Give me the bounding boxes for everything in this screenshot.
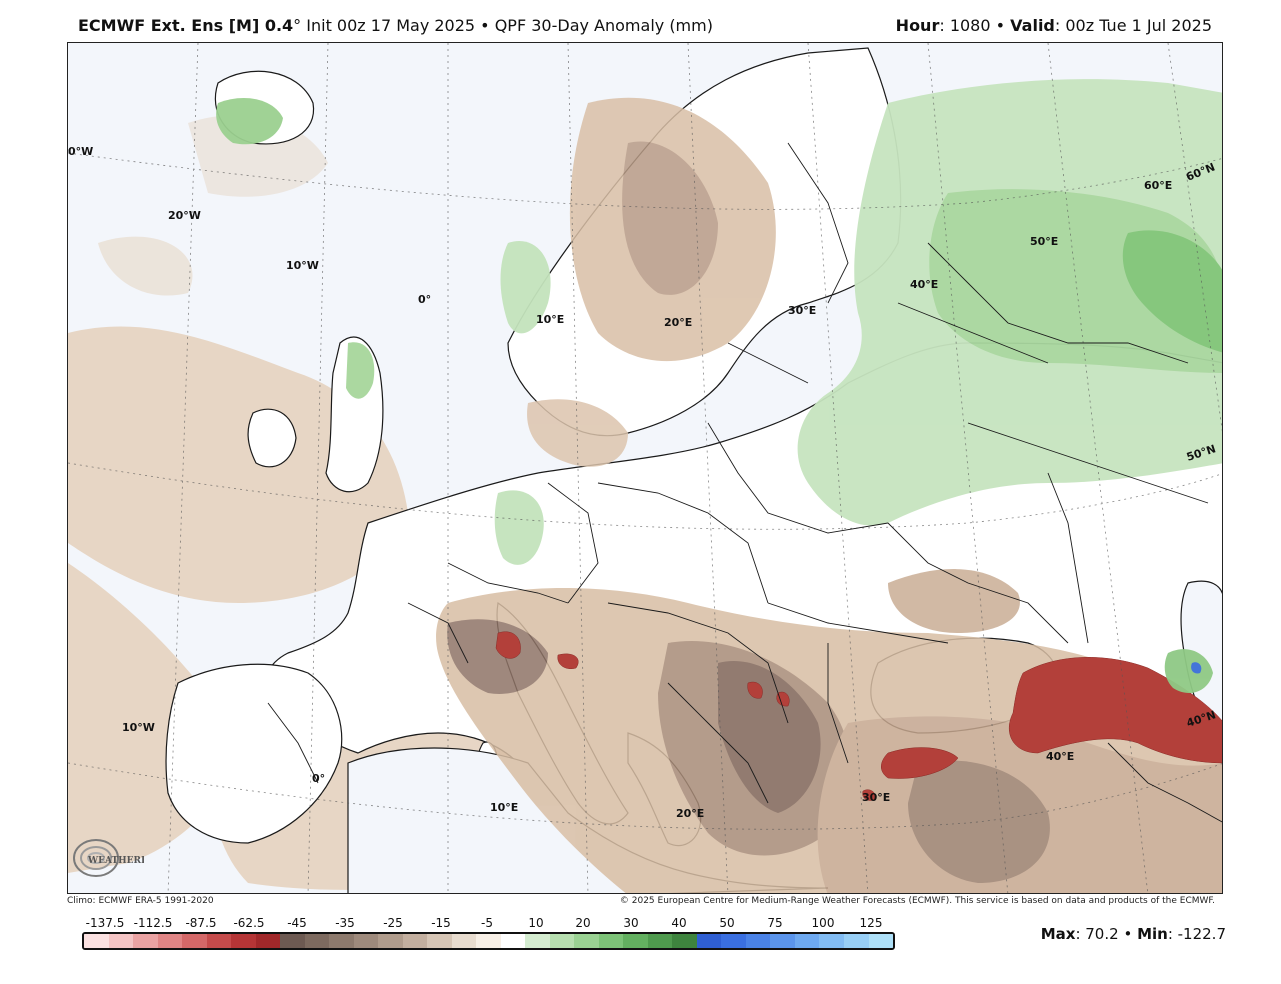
lon-label: 40°E [1046,750,1074,763]
colorbar-swatch [206,934,232,948]
colorbar [82,932,895,950]
colorbar-label: -87.5 [185,916,217,930]
colorbar-swatch [157,934,183,948]
colorbar-swatch [476,934,501,948]
colorbar-swatch [280,934,305,948]
colorbar-swatch [427,934,452,948]
colorbar-label: -45 [287,916,307,930]
colorbar-label: 40 [671,916,687,930]
colorbar-swatch [329,934,354,948]
max-min-stats: Max: 70.2 • Min: -122.7 [1041,925,1226,943]
lon-label: 10°E [490,801,518,814]
colorbar-swatch [574,934,599,948]
colorbar-swatch [378,934,403,948]
colorbar-label: 125 [859,916,883,930]
valid-value: : 00z Tue 1 Jul 2025 [1054,16,1212,35]
colorbar-swatch [868,934,893,948]
colorbar-swatch [353,934,379,948]
colorbar-labels: -137.5 -112.5 -87.5 -62.5 -45 -35 -25 -1… [82,916,894,932]
copyright-note: © 2025 European Centre for Medium-Range … [619,896,1215,906]
colorbar-swatch [231,934,256,948]
anomaly-map: 0°W 20°W 10°W 0° 10°E 20°E 30°E 40°E 50°… [67,42,1223,894]
lon-label: 30°E [788,304,816,317]
colorbar-swatch [133,934,158,948]
colorbar-label: 30 [623,916,639,930]
very-dry-patches [495,631,1222,801]
colorbar-swatch [108,934,134,948]
colorbar-label: -25 [383,916,403,930]
degree-sign: ° [293,16,302,35]
map-footer: Climo: ECMWF ERA-5 1991-2020 © 2025 Euro… [67,895,1223,909]
lon-label: 0°W [68,145,93,158]
lon-label: 20°E [676,807,704,820]
map-header: ECMWF Ext. Ens [M] 0.4° Init 00z 17 May … [78,14,1212,40]
header-title: ECMWF Ext. Ens [M] 0.4° Init 00z 17 May … [78,16,713,35]
lon-label: 10°W [286,259,319,272]
colorbar-swatch [843,934,869,948]
colorbar-swatch [696,934,722,948]
lon-label: 60°E [1144,179,1172,192]
colorbar-label: -137.5 [85,916,125,930]
colorbar-swatch [672,934,697,948]
colorbar-label: 10 [528,916,544,930]
colorbar-swatch [647,934,673,948]
lon-label: 0° [312,772,325,785]
hour-label: Hour [895,16,940,35]
lon-label: 50°E [1030,235,1058,248]
graticule [68,43,1222,893]
model-title: ECMWF Ext. Ens [M] 0.4 [78,16,294,35]
colorbar-swatch [794,934,820,948]
colorbar-swatch [819,934,844,948]
colorbar-swatch [745,934,771,948]
min-value: : -122.7 [1167,925,1226,943]
colorbar-label: -15 [431,916,451,930]
colorbar-swatch [500,934,526,948]
colorbar-swatch [623,934,648,948]
lon-label: 40°E [910,278,938,291]
colorbar-swatch [598,934,624,948]
colorbar-label: 20 [575,916,591,930]
colorbar-swatch [770,934,795,948]
stats-separator: • [1118,925,1138,943]
colorbar-label: 75 [767,916,783,930]
max-value: : 70.2 [1075,925,1119,943]
valid-label: Valid [1010,16,1055,35]
lon-label: 10°W [122,721,155,734]
logo-text: WEATHERBELL [87,856,144,866]
colorbar-swatch [721,934,746,948]
colorbar-label: -112.5 [133,916,173,930]
colorbar-label: -62.5 [233,916,265,930]
bullet: • [475,16,495,35]
colorbar-label: -35 [335,916,355,930]
map-canvas: 0°W 20°W 10°W 0° 10°E 20°E 30°E 40°E 50°… [68,43,1222,893]
max-label: Max [1040,925,1076,943]
hour-value: : 1080 [939,16,991,35]
bullet: • [990,16,1011,35]
lon-label: 20°W [168,209,201,222]
colorbar-swatch [182,934,207,948]
colorbar-label: -5 [481,916,493,930]
lon-label: 20°E [664,316,692,329]
colorbar-swatch [84,934,109,948]
min-label: Min [1137,925,1168,943]
weatherbell-logo: WEATHERBELL [70,832,169,888]
colorbar-swatch [549,934,575,948]
colorbar-swatch [525,934,550,948]
header-valid-time: Hour: 1080 • Valid: 00z Tue 1 Jul 2025 [896,16,1212,35]
colorbar-label: 50 [719,916,735,930]
country-borders [267,142,1222,823]
lon-label: 30°E [862,791,890,804]
dry-land-shading [436,97,1222,893]
lon-label: 10°E [536,313,564,326]
climo-note: Climo: ECMWF ERA-5 1991-2020 [67,896,214,906]
wet-anomaly-fields [216,79,1222,693]
colorbar-swatch [255,934,281,948]
product-name: QPF 30-Day Anomaly (mm) [494,16,713,35]
colorbar-swatch [402,934,428,948]
colorbar-swatch [304,934,330,948]
lon-label: 0° [418,293,431,306]
colorbar-label: 100 [811,916,835,930]
colorbar-swatch [451,934,477,948]
init-time: Init 00z 17 May 2025 [301,16,476,35]
